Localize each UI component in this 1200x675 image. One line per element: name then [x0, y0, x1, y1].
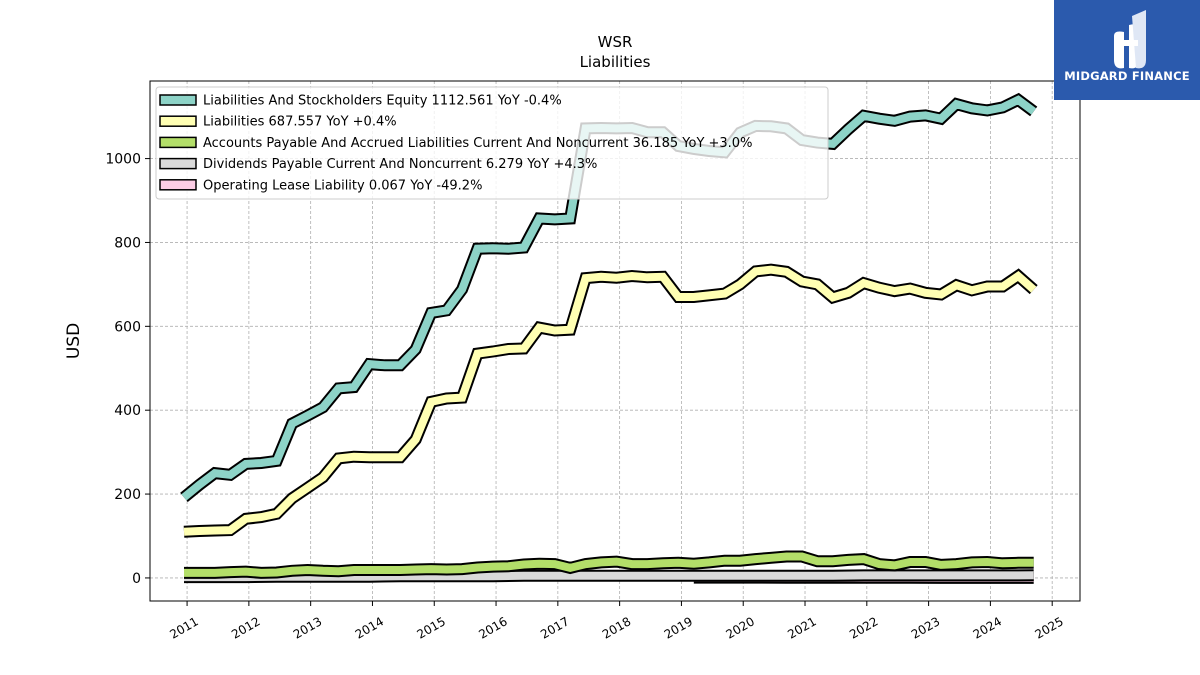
y-tick-label: 400 [114, 403, 141, 419]
legend-label-operating-lease: Operating Lease Liability 0.067 YoY -49.… [203, 178, 482, 193]
y-tick-label: 1000 [105, 152, 141, 168]
plot-frame [149, 80, 1081, 602]
logo-text: MIDGARD FINANCE [1064, 69, 1190, 83]
x-tick-label: 2016 [476, 614, 509, 641]
chart-subtitle: Liabilities [580, 53, 651, 71]
series-liabilities-line [183, 265, 1037, 536]
legend-swatch-liabilities [159, 115, 197, 127]
x-tick-label: 2024 [971, 614, 1004, 641]
legend-label-equity: Liabilities And Stockholders Equity 1112… [203, 94, 562, 109]
x-tick-label: 2011 [167, 614, 200, 641]
legend-label-liabilities: Liabilities 687.557 YoY +0.4% [203, 115, 397, 130]
chart-title: WSR [598, 33, 633, 51]
legend-swatch-accounts-payable [159, 136, 197, 149]
legend-swatch-equity [159, 94, 197, 106]
y-axis-label: USD [64, 323, 84, 359]
x-tick-label: 2015 [415, 614, 448, 641]
legend: Liabilities And Stockholders Equity 1112… [155, 86, 829, 200]
x-tick-label: 2021 [785, 614, 818, 641]
x-tick-label: 2020 [723, 614, 756, 641]
y-tick-label: 800 [114, 235, 141, 251]
x-tick-label: 2025 [1032, 614, 1065, 641]
legend-box [155, 86, 829, 200]
legend-label-dividends-payable: Dividends Payable Current And Noncurrent… [203, 157, 597, 172]
y-tick-label: 0 [132, 571, 141, 587]
x-tick-label: 2017 [538, 614, 571, 641]
legend-swatch-operating-lease [159, 179, 197, 191]
x-tick-label: 2018 [600, 614, 633, 641]
brand-logo: MIDGARD FINANCE [1054, 0, 1200, 100]
legend-label-accounts-payable: Accounts Payable And Accrued Liabilities… [203, 136, 752, 151]
y-tick-label: 600 [114, 319, 141, 335]
series-accounts-payable-line [184, 552, 1034, 577]
series-liabilities-outline [183, 263, 1038, 538]
x-tick-label: 2019 [662, 614, 695, 641]
x-tick-label: 2023 [909, 614, 942, 641]
x-tick-label: 2013 [291, 614, 324, 641]
legend-swatch-dividends-payable [159, 157, 197, 170]
x-tick-label: 2022 [847, 614, 880, 641]
y-tick-label: 200 [114, 487, 141, 503]
x-tick-label: 2012 [229, 614, 262, 641]
logo-mark-icon [1054, 0, 1200, 100]
x-tick-label: 2014 [353, 614, 386, 641]
